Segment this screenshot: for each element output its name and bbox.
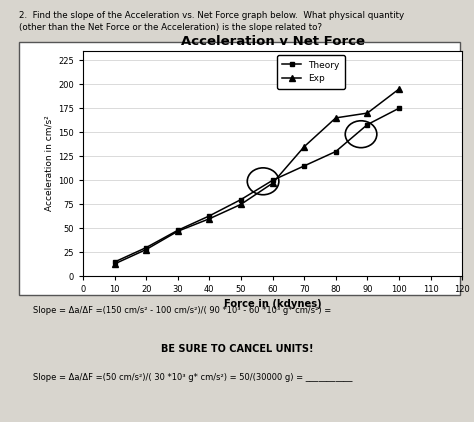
Line: Exp: Exp (112, 86, 402, 267)
Theory (365, 122, 370, 127)
Exp (270, 181, 275, 186)
Y-axis label: Acceleration in cm/s²: Acceleration in cm/s² (45, 116, 54, 211)
Exp (112, 261, 118, 266)
Exp (207, 216, 212, 221)
Exp (333, 115, 338, 120)
Exp (238, 202, 244, 207)
Text: (other than the Net Force or the Acceleration) is the slope related to?: (other than the Net Force or the Acceler… (19, 23, 322, 32)
Exp (175, 229, 181, 234)
Exp (301, 144, 307, 149)
Theory (270, 178, 275, 183)
Theory (112, 260, 118, 265)
Exp (396, 87, 402, 92)
Theory (207, 214, 212, 219)
Exp (365, 111, 370, 116)
Theory (143, 245, 149, 250)
Theory (238, 197, 244, 202)
Line: Theory: Theory (112, 106, 401, 265)
Theory (333, 149, 338, 154)
X-axis label: Force in (kdynes): Force in (kdynes) (224, 299, 321, 308)
Text: Slope = Δa/ΔF =(50 cm/s²)/( 30 *10³ g* cm/s²) = 50/(30000 g) = ___________: Slope = Δa/ΔF =(50 cm/s²)/( 30 *10³ g* c… (33, 373, 353, 382)
Text: 2.  Find the slope of the Acceleration vs. Net Force graph below.  What physical: 2. Find the slope of the Acceleration vs… (19, 11, 404, 19)
Exp (143, 247, 149, 252)
Theory (396, 106, 402, 111)
Legend: Theory, Exp: Theory, Exp (277, 55, 345, 89)
Text: Slope = Δa/ΔF =(150 cm/s² - 100 cm/s²)/( 90 *10³ - 60 *10³ g* cm/s²) =: Slope = Δa/ΔF =(150 cm/s² - 100 cm/s²)/(… (33, 306, 331, 315)
Theory (301, 163, 307, 168)
Theory (175, 228, 181, 233)
Title: Acceleration v Net Force: Acceleration v Net Force (181, 35, 365, 48)
Text: BE SURE TO CANCEL UNITS!: BE SURE TO CANCEL UNITS! (161, 344, 313, 354)
